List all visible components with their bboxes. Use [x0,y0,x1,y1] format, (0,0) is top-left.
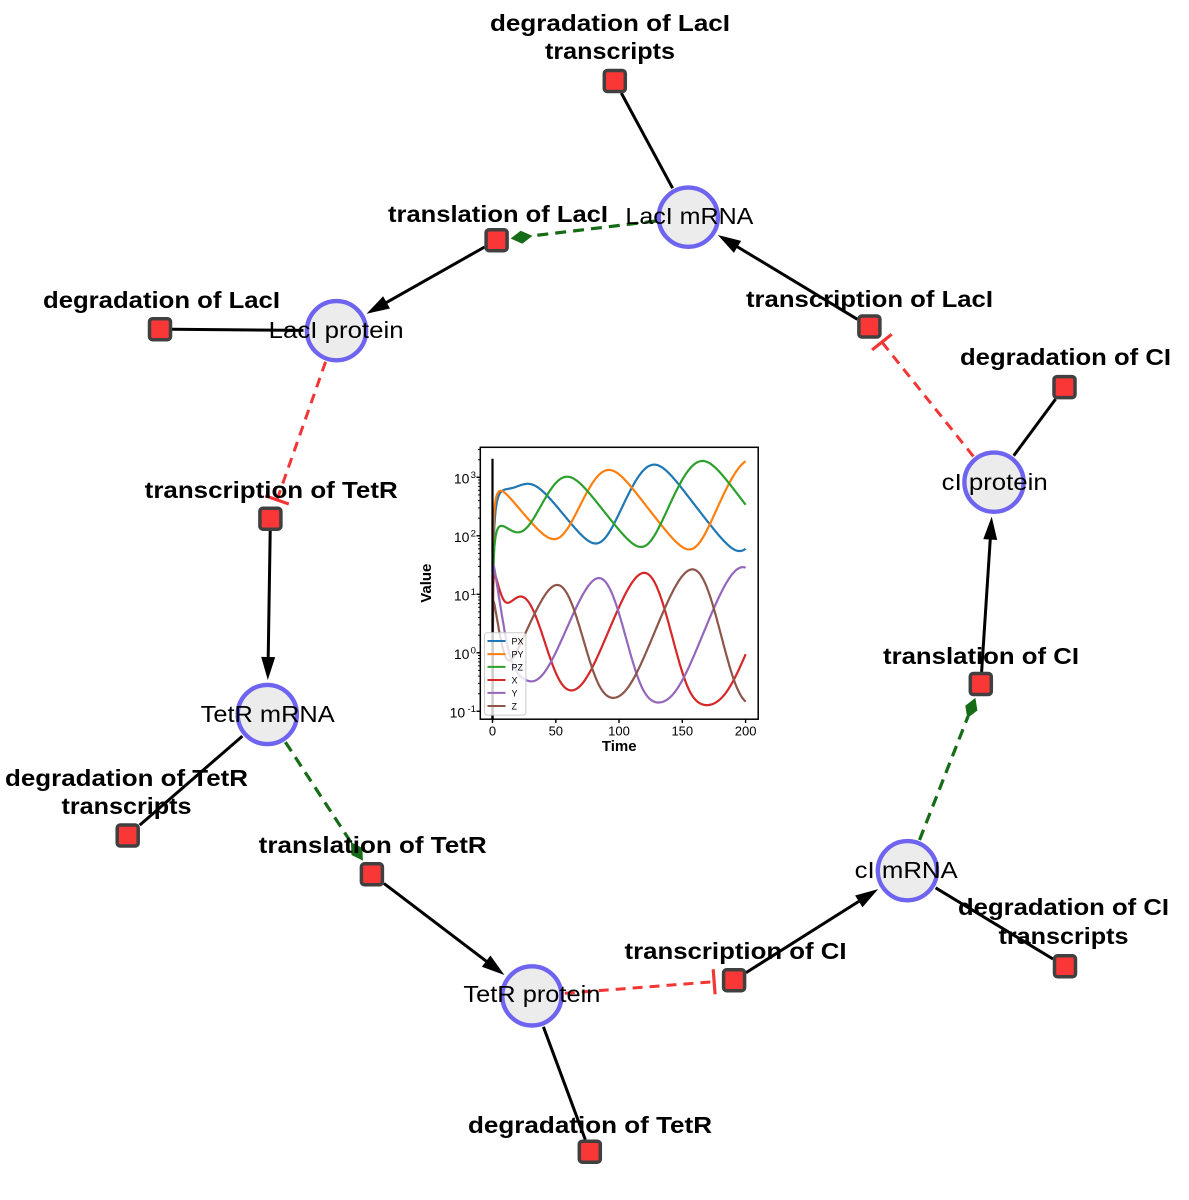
svg-text:degradation of TetR: degradation of TetR [5,765,248,791]
svg-text:translation of CI: translation of CI [883,643,1079,669]
svg-text:degradation of LacI: degradation of LacI [490,10,730,36]
svg-text:50: 50 [549,724,563,739]
svg-text:200: 200 [735,724,757,739]
svg-text:10: 10 [454,588,470,604]
svg-text:transcripts: transcripts [999,923,1129,949]
svg-text:3: 3 [471,470,476,481]
svg-text:0: 0 [471,645,476,656]
svg-text:2: 2 [471,528,476,539]
svg-text:X: X [512,676,518,686]
svg-text:degradation of CI: degradation of CI [958,894,1169,920]
svg-text:PX: PX [512,637,524,647]
svg-text:transcripts: transcripts [62,793,192,819]
svg-text:LacI protein: LacI protein [269,317,404,343]
svg-text:degradation of TetR: degradation of TetR [468,1112,712,1138]
svg-text:0: 0 [489,724,496,739]
svg-text:TetR protein: TetR protein [463,981,600,1007]
svg-text:translation of TetR: translation of TetR [259,832,487,858]
svg-text:translation of LacI: translation of LacI [388,201,608,227]
svg-text:150: 150 [671,724,693,739]
svg-text:1: 1 [471,587,476,598]
svg-text:Y: Y [512,688,518,698]
svg-text:cI mRNA: cI mRNA [855,857,959,883]
svg-text:100: 100 [608,724,630,739]
svg-text:PY: PY [512,650,524,660]
svg-text:transcripts: transcripts [545,38,675,64]
svg-text:degradation of LacI: degradation of LacI [43,287,280,313]
svg-text:transcription of CI: transcription of CI [625,938,847,964]
svg-text:10: 10 [450,705,466,721]
svg-text:Z: Z [512,702,518,712]
svg-text:-1: -1 [467,704,476,715]
svg-text:degradation of CI: degradation of CI [960,344,1171,370]
svg-text:PZ: PZ [512,662,524,672]
svg-text:Value: Value [418,564,435,603]
svg-text:TetR mRNA: TetR mRNA [201,701,336,727]
svg-text:10: 10 [454,471,470,487]
svg-text:cI protein: cI protein [942,469,1048,495]
svg-text:transcription of LacI: transcription of LacI [746,286,993,312]
svg-text:10: 10 [454,529,470,545]
svg-text:LacI mRNA: LacI mRNA [625,203,754,229]
svg-text:Time: Time [602,738,637,755]
svg-text:10: 10 [454,646,470,662]
svg-text:transcription of TetR: transcription of TetR [145,477,398,503]
